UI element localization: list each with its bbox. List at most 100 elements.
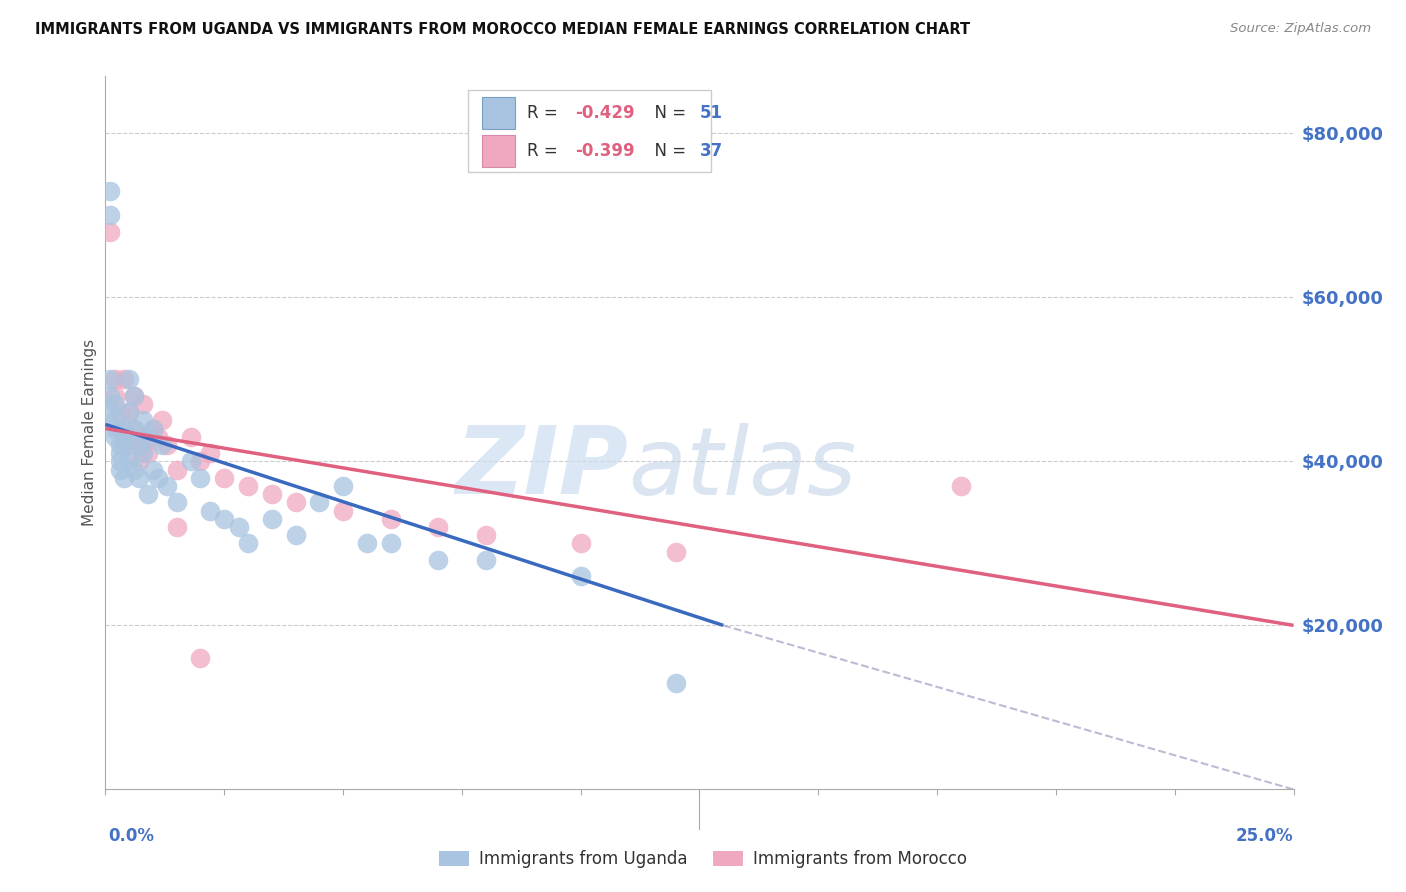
Point <box>156 479 179 493</box>
Point <box>284 528 307 542</box>
Point <box>108 421 131 435</box>
Point <box>114 421 136 435</box>
Point <box>332 479 354 493</box>
Point <box>260 512 283 526</box>
Point <box>142 421 165 435</box>
Point <box>569 569 592 583</box>
Point <box>104 430 127 444</box>
Point <box>136 446 159 460</box>
Point <box>128 454 150 468</box>
Point <box>122 389 145 403</box>
Point <box>104 421 127 435</box>
Point <box>190 454 212 468</box>
Point <box>380 536 402 550</box>
Text: ZIP: ZIP <box>456 422 628 515</box>
Point <box>122 389 145 403</box>
Point <box>118 405 141 419</box>
Point <box>166 462 188 476</box>
Point <box>114 438 136 452</box>
Bar <box>482 97 516 129</box>
Point <box>104 372 127 386</box>
Point <box>108 405 131 419</box>
Point <box>98 405 121 419</box>
Point <box>98 389 121 403</box>
Text: R =: R = <box>527 142 564 160</box>
Point <box>118 438 141 452</box>
Text: IMMIGRANTS FROM UGANDA VS IMMIGRANTS FROM MOROCCO MEDIAN FEMALE EARNINGS CORRELA: IMMIGRANTS FROM UGANDA VS IMMIGRANTS FRO… <box>35 22 970 37</box>
Point <box>132 438 155 452</box>
Point <box>98 372 121 386</box>
Point <box>122 462 145 476</box>
Text: atlas: atlas <box>628 423 856 514</box>
Point <box>118 372 141 386</box>
Point <box>108 462 131 476</box>
Point <box>214 471 236 485</box>
Text: R =: R = <box>527 104 564 122</box>
Point <box>136 487 159 501</box>
Point <box>284 495 307 509</box>
Point <box>114 430 136 444</box>
Text: 0.0%: 0.0% <box>108 827 155 845</box>
Point <box>569 536 592 550</box>
Point <box>108 438 131 452</box>
Point <box>228 520 250 534</box>
Point <box>108 454 131 468</box>
Point <box>190 471 212 485</box>
Point <box>104 397 127 411</box>
Point <box>665 675 688 690</box>
Point <box>152 438 174 452</box>
Point <box>166 495 188 509</box>
Point <box>474 553 496 567</box>
Point <box>136 430 159 444</box>
Legend: Immigrants from Uganda, Immigrants from Morocco: Immigrants from Uganda, Immigrants from … <box>433 844 973 875</box>
Point <box>190 651 212 665</box>
Point <box>665 544 688 558</box>
Point <box>260 487 283 501</box>
Point <box>132 446 155 460</box>
Point <box>356 536 378 550</box>
Text: N =: N = <box>644 104 690 122</box>
Point <box>98 208 121 222</box>
Point <box>146 430 169 444</box>
Point <box>427 520 450 534</box>
Text: -0.429: -0.429 <box>575 104 634 122</box>
Text: 51: 51 <box>700 104 723 122</box>
Point <box>146 471 169 485</box>
Point <box>427 553 450 567</box>
Point <box>128 438 150 452</box>
Point <box>198 446 221 460</box>
Point <box>180 430 202 444</box>
Point <box>166 520 188 534</box>
Text: 25.0%: 25.0% <box>1236 827 1294 845</box>
Point <box>474 528 496 542</box>
Point <box>236 536 259 550</box>
Point <box>949 479 972 493</box>
Point <box>236 479 259 493</box>
Point <box>104 413 127 427</box>
Text: N =: N = <box>644 142 690 160</box>
Point <box>380 512 402 526</box>
Point <box>128 471 150 485</box>
Point <box>152 413 174 427</box>
Point <box>142 421 165 435</box>
Point <box>98 184 121 198</box>
Point <box>122 421 145 435</box>
Text: Source: ZipAtlas.com: Source: ZipAtlas.com <box>1230 22 1371 36</box>
Point <box>122 421 145 435</box>
Point <box>214 512 236 526</box>
Point <box>114 372 136 386</box>
Point <box>114 471 136 485</box>
Point <box>128 430 150 444</box>
Point <box>156 438 179 452</box>
Point <box>118 405 141 419</box>
Point <box>198 503 221 517</box>
Bar <box>468 90 711 172</box>
Text: -0.399: -0.399 <box>575 142 634 160</box>
Y-axis label: Median Female Earnings: Median Female Earnings <box>82 339 97 526</box>
Point <box>118 454 141 468</box>
Point <box>180 454 202 468</box>
Point <box>142 462 165 476</box>
Text: 37: 37 <box>700 142 723 160</box>
Point <box>308 495 330 509</box>
Point <box>98 225 121 239</box>
